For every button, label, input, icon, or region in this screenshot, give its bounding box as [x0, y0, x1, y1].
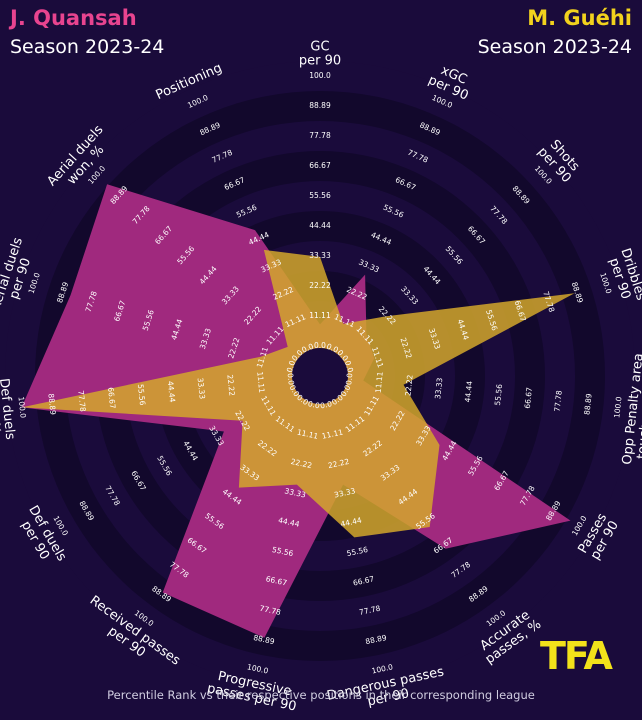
tick-label: 55.56 [346, 545, 369, 558]
tick-label: 11.11 [321, 428, 344, 441]
tick-label: 44.44 [340, 516, 363, 529]
tick-label: 66.67 [106, 387, 117, 410]
tick-label: 66.67 [352, 574, 375, 587]
radar-center [292, 348, 348, 404]
tick-label: 100.0 [612, 396, 623, 419]
tick-label: 11.11 [374, 371, 385, 394]
tick-label: 33.33 [433, 377, 444, 400]
tick-label: 44.44 [277, 516, 300, 529]
tick-label: 77.78 [553, 390, 564, 413]
tick-label: 100.0 [309, 71, 331, 80]
tick-label: 55.56 [271, 545, 294, 558]
tick-label: 33.33 [333, 486, 356, 499]
player1-season: Season 2023-24 [10, 36, 165, 58]
tick-label: 77.78 [76, 390, 87, 413]
player1-name: J. Quansah [10, 6, 137, 30]
tick-label: 0.0 [314, 341, 326, 350]
tick-label: 11.11 [255, 371, 266, 394]
tick-label: 11.11 [309, 311, 331, 320]
tick-label: 22.22 [403, 374, 414, 397]
tick-label: 33.33 [309, 251, 331, 260]
tick-label: 100.0 [246, 662, 269, 675]
category-label-line: GC [310, 40, 329, 55]
tick-label: 33.33 [196, 377, 207, 400]
tick-label: 0.0 [286, 373, 296, 386]
footer-note: Percentile Rank vs their respective posi… [107, 688, 535, 702]
tick-label: 100.0 [371, 662, 394, 675]
category-label-line: per 90 [299, 54, 341, 69]
tick-label: 0.0 [307, 399, 321, 410]
tick-label: 66.67 [523, 387, 534, 410]
tick-label: 11.11 [296, 428, 319, 441]
tick-label: 22.22 [290, 457, 313, 470]
tick-label: 77.78 [309, 131, 331, 140]
tick-label: 33.33 [284, 486, 307, 499]
tick-label: 88.89 [46, 393, 57, 416]
tick-label: 55.56 [309, 191, 331, 200]
player2-season: Season 2023-24 [477, 36, 632, 58]
tick-label: 0.0 [343, 359, 355, 373]
tick-label: 44.44 [463, 380, 474, 403]
radar-series-2 [21, 249, 575, 538]
tick-label: 0.0 [344, 372, 354, 385]
tick-label: 44.44 [309, 221, 331, 230]
tick-label: 22.22 [225, 374, 236, 397]
tick-label: 22.22 [327, 457, 350, 470]
tick-label: 66.67 [309, 161, 331, 170]
tick-label: 0.0 [285, 359, 297, 373]
tick-label: 100.0 [16, 396, 27, 419]
tick-label: 88.89 [365, 633, 388, 646]
tick-label: 77.78 [259, 604, 282, 617]
tick-label: 88.89 [582, 393, 593, 416]
tick-label: 22.22 [309, 281, 331, 290]
tick-label: 77.78 [358, 604, 381, 617]
radar-series [21, 184, 575, 638]
tick-label: 0.0 [319, 399, 333, 410]
tick-label: 0.0 [325, 342, 340, 355]
tick-label: 44.44 [166, 380, 177, 403]
tick-label: 0.0 [300, 342, 315, 355]
tick-label: 55.56 [136, 384, 147, 407]
player2-name: M. Guéhi [527, 6, 632, 30]
tick-label: 88.89 [253, 633, 276, 646]
category-label-line: Def duels [0, 378, 17, 441]
tick-label: 88.89 [309, 101, 331, 110]
tfa-logo-text: TFA [540, 636, 614, 672]
tick-label: 55.56 [493, 383, 504, 406]
tfa-logo: TFA [540, 636, 616, 672]
tick-label: 66.67 [265, 574, 288, 587]
